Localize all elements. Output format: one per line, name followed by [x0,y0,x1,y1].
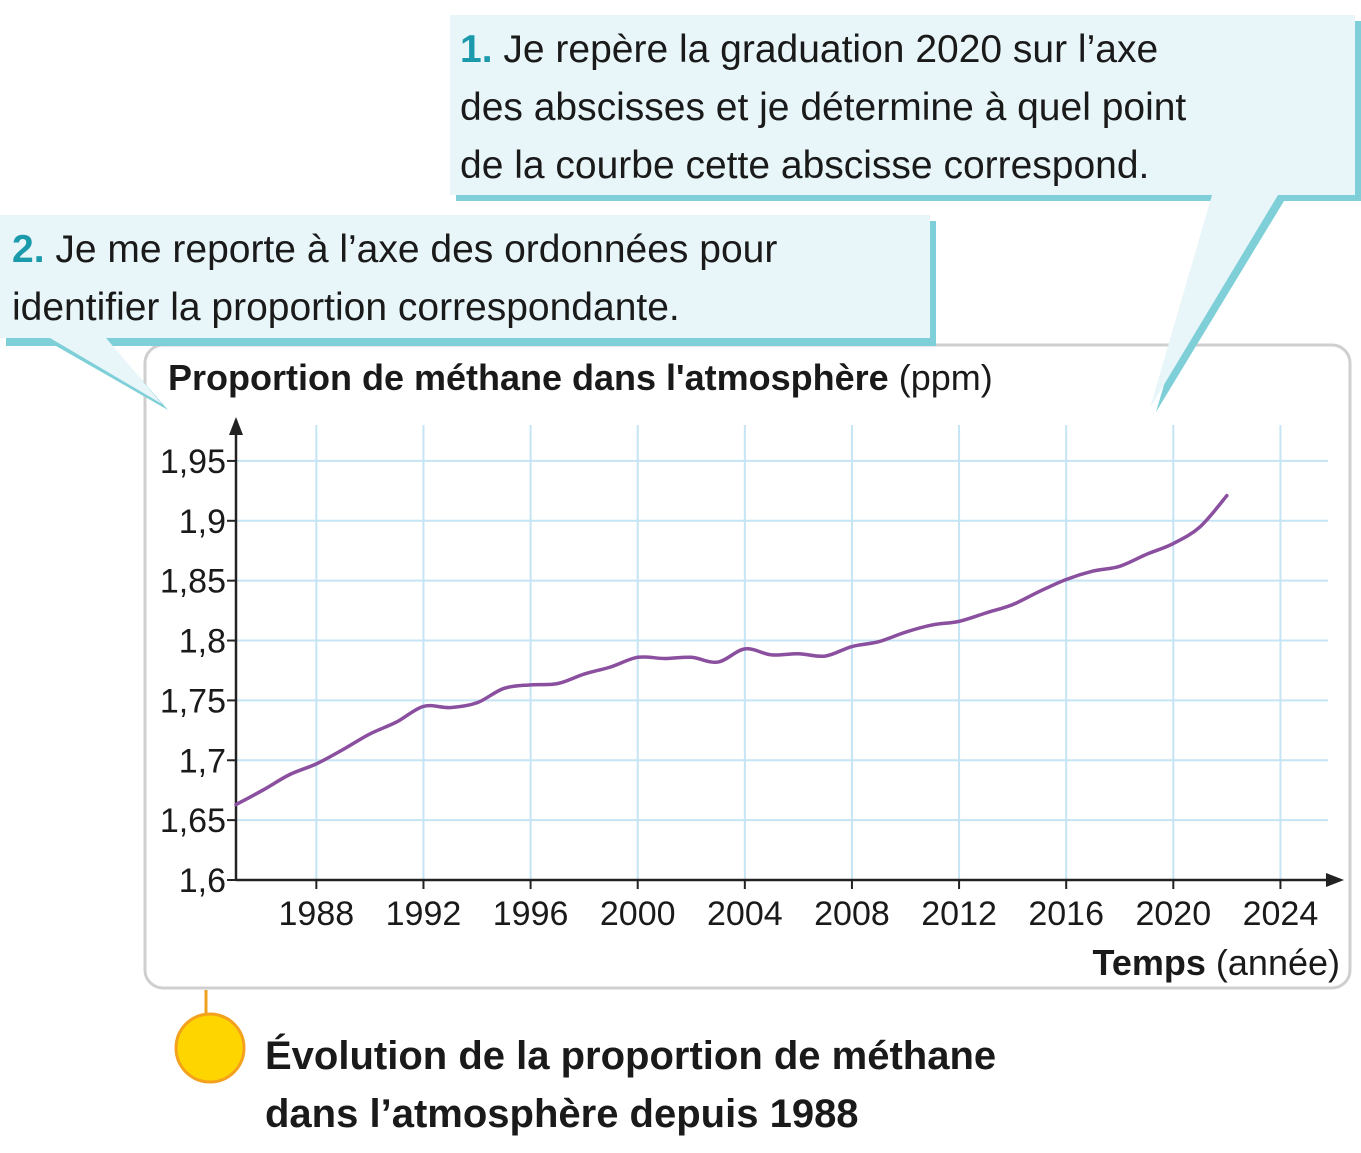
x-tick-label: 1996 [493,895,569,933]
callout-text: 2. Je me reporte à l’axe des ordonnées p… [12,228,777,271]
x-tick-label: 2024 [1243,895,1319,933]
x-tick-label: 2000 [600,895,676,933]
caption-bullet [174,1012,246,1084]
y-axis-title: Proportion de méthane dans l'atmosphère … [168,357,993,398]
x-tick-label: 2020 [1135,895,1211,933]
y-tick-label: 1,65 [160,802,226,840]
x-tick-label: 2016 [1028,895,1104,933]
y-tick-label: 1,85 [160,563,226,601]
callout: 1. Je repère la graduation 2020 sur l’ax… [450,15,1361,412]
x-axis-title: Temps (année) [1093,942,1340,983]
y-axis-arrow [229,417,243,435]
plot-area: 1,6 1,65 1,7 1,75 1,8 1,85 1,9 1,95 1988 1992 1996… [160,417,1344,933]
x-tick-label: 1988 [279,895,355,933]
callout: 2. Je me reporte à l’axe des ordonnées p… [0,215,936,410]
y-tick-label: 1,8 [179,623,226,661]
callout-text: des abscisses et je détermine à quel poi… [460,86,1186,129]
y-tick-label: 1,6 [179,862,226,900]
y-tick-label: 1,95 [160,443,226,481]
data-line [234,493,1229,807]
caption: dans l’atmosphère depuis 1988 [265,1092,859,1136]
callout-text: 1. Je repère la graduation 2020 sur l’ax… [460,28,1158,71]
panel [143,343,1352,990]
y-tick-label: 1,7 [179,742,226,780]
x-tick-label: 2004 [707,895,783,933]
callout-text: identifier la proportion correspondante. [12,286,680,329]
x-tick-label: 2012 [921,895,997,933]
y-tick-label: 1,75 [160,682,226,720]
callout-box [0,215,930,404]
callout-box [450,15,1355,408]
callout-text: de la courbe cette abscisse correspond. [460,144,1149,187]
caption: Évolution de la proportion de méthane [265,1033,996,1078]
x-axis-arrow [1326,873,1344,887]
x-tick-label: 2008 [814,895,890,933]
x-tick-label: 1992 [386,895,462,933]
y-tick-label: 1,9 [179,503,226,541]
